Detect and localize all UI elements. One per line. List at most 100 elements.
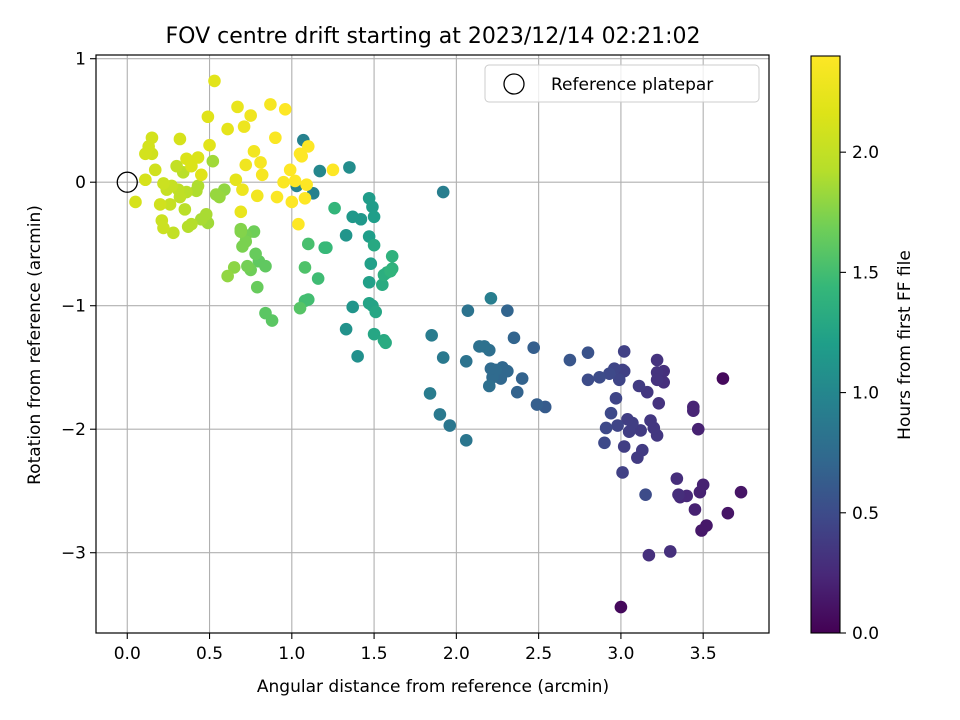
scatter-point [642, 548, 656, 562]
scatter-point [622, 425, 636, 438]
scatter-point [295, 149, 308, 163]
scatter-point [385, 250, 399, 263]
scatter-point [191, 151, 205, 164]
scatter-point [634, 424, 647, 437]
x-axis-label: Angular distance from reference (arcmin) [257, 677, 609, 697]
scatter-point [293, 301, 307, 315]
scatter-point [227, 261, 241, 274]
scatter-point [190, 184, 203, 198]
scatter-point [170, 159, 183, 173]
scatter-point [609, 392, 623, 405]
legend-reference-marker [503, 73, 525, 95]
chart-title: FOV centre drift starting at 2023/12/14 … [166, 24, 701, 49]
scatter-point [527, 341, 540, 355]
x-tick-label: 2.5 [525, 644, 552, 664]
scatter-point [173, 132, 187, 146]
scatter-point [366, 200, 379, 214]
scatter-point [603, 367, 616, 380]
scatter-point [687, 404, 700, 417]
axes-frame [95, 54, 770, 634]
scatter-point [298, 261, 312, 274]
legend-entry-reference: Reference platepar [551, 75, 713, 95]
scatter-point [318, 241, 332, 254]
scatter-point [178, 203, 192, 216]
y-tick-label: 1 [75, 50, 86, 70]
scatter-point [616, 466, 629, 479]
colorbar-label: Hours from first FF file [895, 250, 915, 440]
scatter-point [604, 406, 618, 420]
scatter-point [339, 229, 353, 242]
scatter-point [688, 503, 702, 516]
scatter-point [326, 163, 340, 177]
scatter-point [185, 159, 198, 173]
scatter-point [181, 220, 195, 233]
colorbar-tick-label: 1.0 [852, 384, 879, 404]
scatter-point [443, 419, 457, 432]
x-tick-label: 1.5 [361, 644, 388, 664]
scatter-point [581, 346, 595, 359]
legend-box [484, 64, 760, 103]
y-ticks: −3 −2 −1 0 1 [61, 50, 96, 564]
scatter-point [650, 353, 664, 367]
scatter-point [581, 373, 595, 387]
scatter-point [351, 350, 364, 363]
scatter-point [670, 472, 684, 485]
plot-area [96, 55, 769, 633]
scatter-point [249, 247, 262, 261]
scatter-point [247, 145, 261, 158]
scatter-point [129, 195, 142, 209]
scatter-point [153, 198, 167, 211]
colorbar-ticks: 0.0 0.5 1.0 1.5 2.0 [840, 143, 879, 644]
scatter-point [672, 488, 685, 501]
scatter-point [278, 103, 292, 116]
y-tick-label: −1 [61, 297, 86, 317]
scatter-point [563, 353, 577, 367]
scatter-point [364, 257, 378, 271]
scatter-point [650, 373, 664, 387]
y-tick-label: 0 [75, 173, 86, 193]
scatter-point [139, 147, 152, 161]
scatter-point [663, 545, 677, 558]
x-tick-label: 2.0 [443, 644, 470, 664]
scatter-point [379, 336, 392, 350]
scatter-point [301, 140, 315, 153]
scatter-point [716, 372, 730, 385]
scatter-point [298, 191, 312, 205]
scatter-point [461, 304, 475, 317]
scatter-point [631, 451, 644, 464]
scatter-point [425, 329, 438, 342]
scatter-point [264, 98, 277, 111]
y-axis-label: Rotation from reference (arcmin) [25, 205, 45, 485]
reference-platepar-marker [116, 171, 138, 193]
scatter-point [157, 177, 170, 190]
scatter-point [617, 440, 631, 453]
x-tick-label: 3.5 [690, 644, 717, 664]
scatter-point [285, 195, 299, 209]
scatter-point [515, 372, 529, 385]
scatter-point [163, 198, 177, 211]
scatter-point [311, 272, 325, 285]
scatter-point [433, 408, 447, 421]
scatter-point [639, 488, 652, 501]
scatter-point [241, 259, 254, 273]
scatter-point [288, 174, 302, 188]
scatter-point [250, 189, 264, 203]
scatter-point [236, 183, 249, 196]
scatter-points [129, 74, 748, 614]
scatter-point [459, 354, 473, 368]
scatter-point [167, 226, 180, 240]
scatter-point [501, 304, 514, 317]
scatter-point [234, 205, 248, 219]
legend: Reference platepar [484, 64, 760, 103]
scatter-point [507, 331, 521, 345]
scatter-point [221, 122, 234, 136]
scatter-point [632, 379, 646, 393]
scatter-point [239, 158, 253, 172]
scatter-point [259, 306, 272, 320]
scatter-point [362, 275, 376, 289]
colorbar-tick-label: 0.0 [852, 624, 879, 644]
scatter-point [436, 351, 450, 364]
colorbar-tick-label: 0.5 [852, 504, 879, 524]
colorbar-tick-label: 2.0 [852, 143, 879, 163]
